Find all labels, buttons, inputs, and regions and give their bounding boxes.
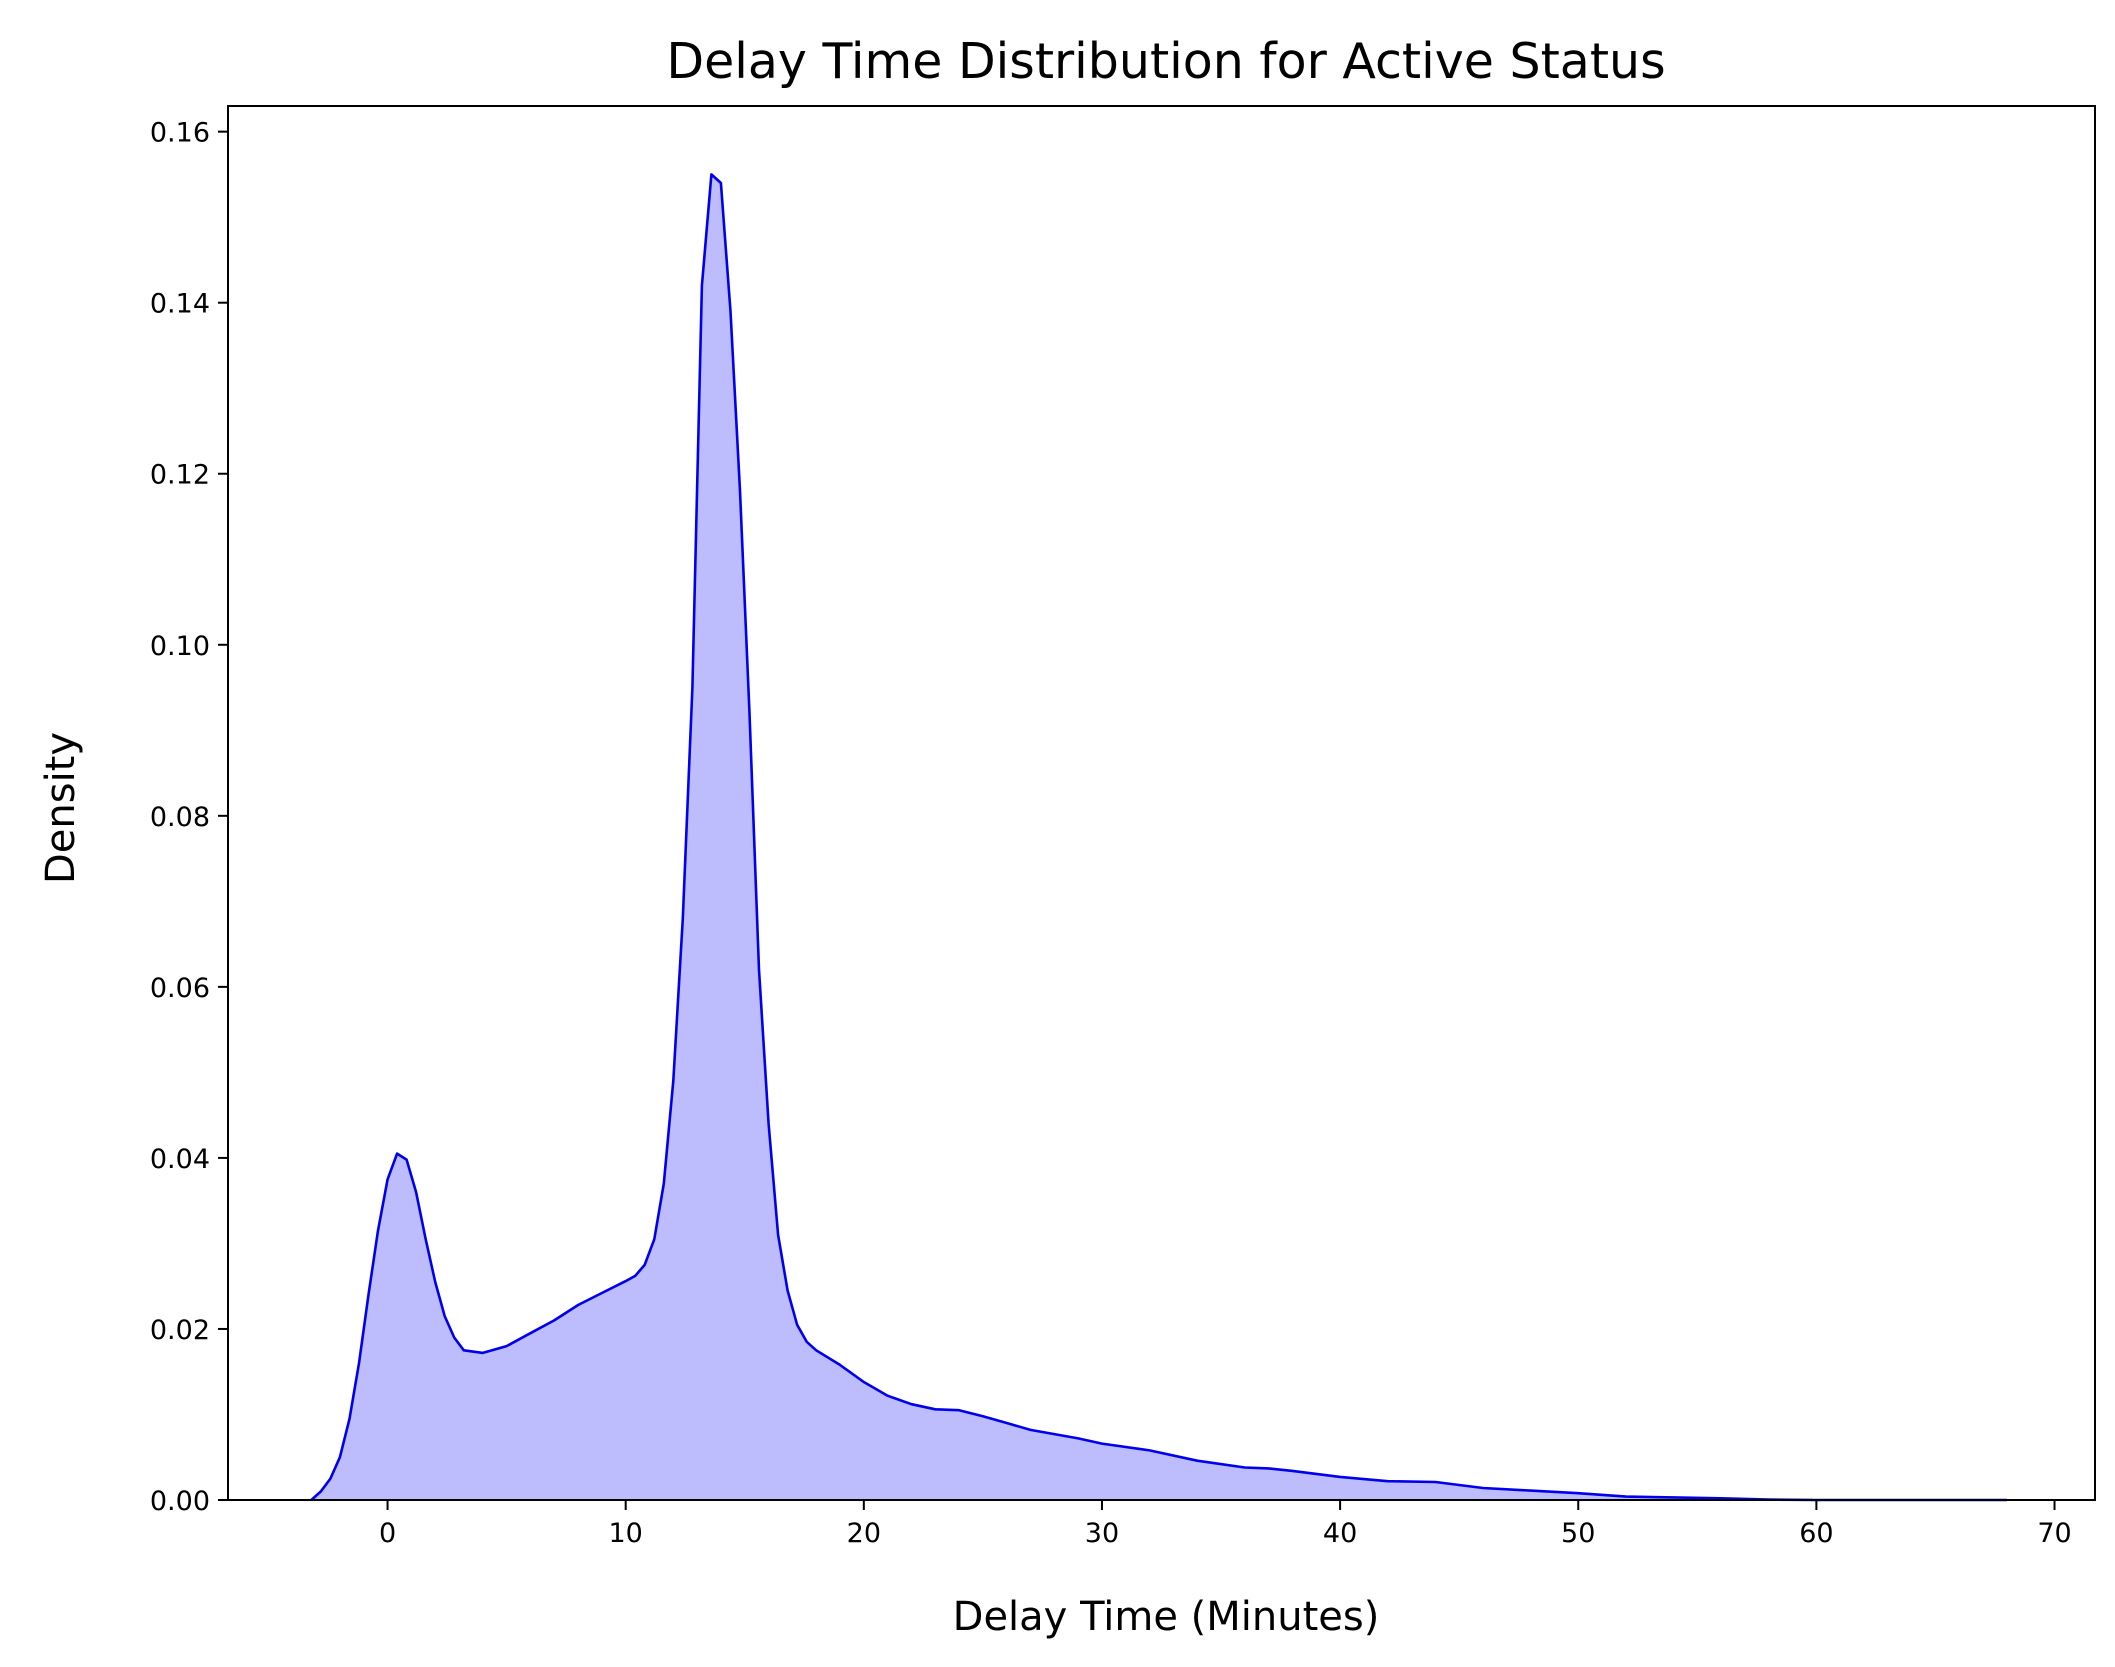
y-tick-label: 0.10 bbox=[150, 631, 210, 662]
x-tick-label: 40 bbox=[1323, 1518, 1357, 1549]
x-tick-label: 0 bbox=[379, 1518, 396, 1549]
x-tick-label: 50 bbox=[1561, 1518, 1595, 1549]
y-tick-label: 0.06 bbox=[150, 973, 210, 1004]
x-tick-label: 10 bbox=[609, 1518, 643, 1549]
y-axis-title: Density bbox=[38, 732, 84, 884]
chart-title: Delay Time Distribution for Active Statu… bbox=[666, 33, 1665, 90]
axes-frame bbox=[227, 105, 2096, 1501]
y-tick-label: 0.12 bbox=[150, 460, 210, 491]
y-tick-label: 0.02 bbox=[150, 1315, 210, 1346]
x-tick-label: 60 bbox=[1799, 1518, 1833, 1549]
y-tick-label: 0.08 bbox=[150, 802, 210, 833]
x-tick-label: 70 bbox=[2037, 1518, 2071, 1549]
y-tick-label: 0.14 bbox=[150, 289, 210, 320]
x-tick-label: 30 bbox=[1085, 1518, 1119, 1549]
density-line bbox=[310, 173, 2007, 1502]
density-area bbox=[311, 174, 2007, 1500]
x-tick-label: 20 bbox=[847, 1518, 881, 1549]
axis-ticks: 0 10 20 30 40 50 60 70 0.00 0.02 0.04 0.06 0.08 0.10 0… bbox=[150, 118, 2072, 1549]
y-tick-label: 0.16 bbox=[150, 118, 210, 149]
y-tick-label: 0.00 bbox=[150, 1486, 210, 1517]
x-axis-title: Delay Time (Minutes) bbox=[953, 1594, 1380, 1640]
y-tick-label: 0.04 bbox=[150, 1144, 210, 1175]
plot-area bbox=[310, 173, 2007, 1502]
